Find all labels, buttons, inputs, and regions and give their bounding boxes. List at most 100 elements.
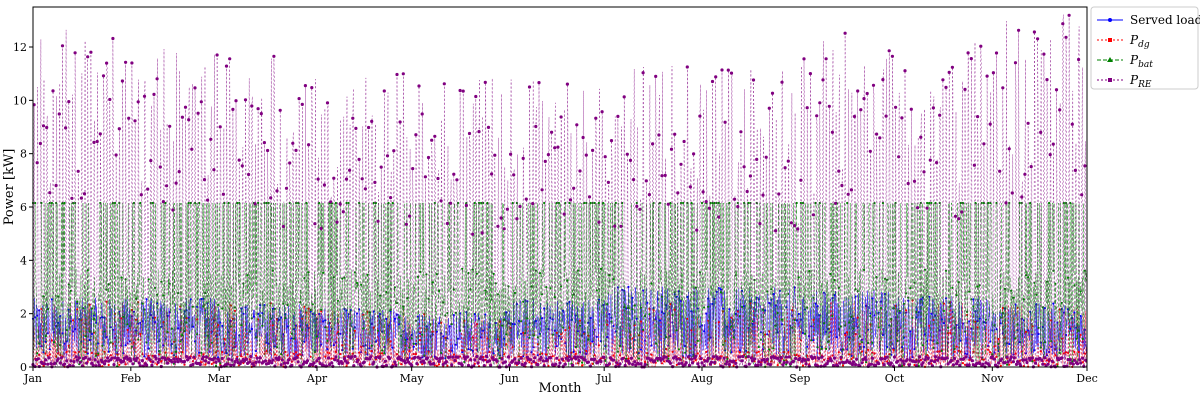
series-point — [291, 141, 295, 145]
series-point — [258, 356, 262, 360]
series-point — [507, 363, 512, 367]
series-point — [171, 208, 175, 212]
series-point — [768, 330, 771, 333]
series-point — [755, 351, 758, 354]
series-point — [128, 325, 131, 328]
series-point — [59, 356, 64, 360]
series-point — [852, 114, 857, 119]
series-point — [723, 120, 727, 124]
series-point — [202, 305, 205, 308]
series-point — [717, 215, 721, 219]
series-point — [301, 328, 304, 331]
series-point — [155, 77, 159, 81]
series-point — [795, 353, 798, 357]
series-point — [581, 361, 584, 364]
series-point — [1078, 358, 1082, 362]
series-point — [1075, 337, 1078, 340]
series-point — [692, 152, 696, 156]
series-point — [395, 72, 399, 77]
series-point — [961, 362, 965, 365]
series-point — [680, 361, 684, 365]
series-point — [161, 200, 165, 204]
series-point — [449, 201, 453, 205]
series-point — [906, 181, 910, 186]
series-point — [374, 355, 378, 360]
series-point — [776, 364, 779, 367]
series-point — [74, 355, 78, 359]
series-point — [329, 200, 333, 204]
series-point — [532, 360, 536, 364]
series-point — [368, 363, 371, 366]
series-point — [483, 80, 487, 84]
series-point — [741, 355, 745, 359]
series-point — [817, 356, 821, 360]
series-point — [989, 340, 992, 343]
series-point — [712, 355, 716, 359]
series-point — [114, 153, 118, 157]
series-point — [907, 363, 911, 367]
series-point — [297, 97, 301, 101]
series-point — [830, 130, 835, 134]
series-point — [442, 82, 446, 86]
series-point — [431, 281, 434, 284]
series-point — [565, 82, 570, 86]
series-point — [330, 361, 334, 365]
y-tick-label: 8 — [20, 148, 27, 161]
series-point — [705, 350, 708, 353]
series-point — [170, 352, 173, 355]
series-point — [597, 220, 601, 224]
series-point — [970, 359, 974, 363]
series-point — [991, 71, 996, 75]
series-point — [1079, 361, 1083, 365]
series-point — [183, 105, 188, 109]
series-point — [798, 356, 802, 360]
series-point — [92, 140, 96, 144]
series-point — [142, 94, 147, 98]
series-point — [862, 97, 866, 101]
series-point — [1051, 142, 1055, 146]
series-point — [615, 361, 619, 365]
series-point — [362, 360, 366, 364]
series-point — [505, 207, 509, 211]
series-point — [183, 363, 186, 366]
series-point — [706, 356, 710, 360]
series-point — [198, 362, 202, 367]
series-point — [46, 362, 50, 366]
series-point — [1011, 360, 1016, 364]
series-point — [228, 57, 232, 61]
series-point — [106, 356, 110, 360]
series-point — [639, 362, 643, 366]
series-point — [226, 362, 230, 366]
series-point — [517, 360, 521, 365]
series-point — [1039, 130, 1043, 134]
series-point — [89, 50, 93, 54]
series-point — [753, 357, 757, 361]
series-point — [587, 338, 590, 341]
series-point — [539, 355, 543, 360]
series-point — [581, 135, 585, 140]
series-point — [1014, 362, 1019, 366]
series-point — [209, 137, 213, 141]
series-point — [768, 348, 771, 351]
series-point — [147, 278, 150, 281]
series-point — [519, 356, 523, 360]
series-point — [325, 101, 330, 105]
series-point — [912, 179, 917, 183]
series-point — [654, 342, 657, 345]
series-point — [553, 146, 557, 150]
series-point — [404, 222, 408, 226]
series-point — [774, 229, 778, 233]
series-point — [780, 80, 784, 84]
series-point — [935, 161, 939, 165]
series-point — [266, 148, 270, 153]
series-point — [451, 355, 455, 359]
series-point — [287, 358, 291, 362]
series-point — [631, 362, 635, 366]
series-point — [48, 191, 52, 195]
series-point — [961, 201, 965, 205]
series-point — [755, 157, 759, 161]
series-point — [85, 361, 89, 365]
series-point — [644, 179, 648, 183]
series-point — [782, 361, 786, 365]
series-point — [388, 356, 392, 361]
